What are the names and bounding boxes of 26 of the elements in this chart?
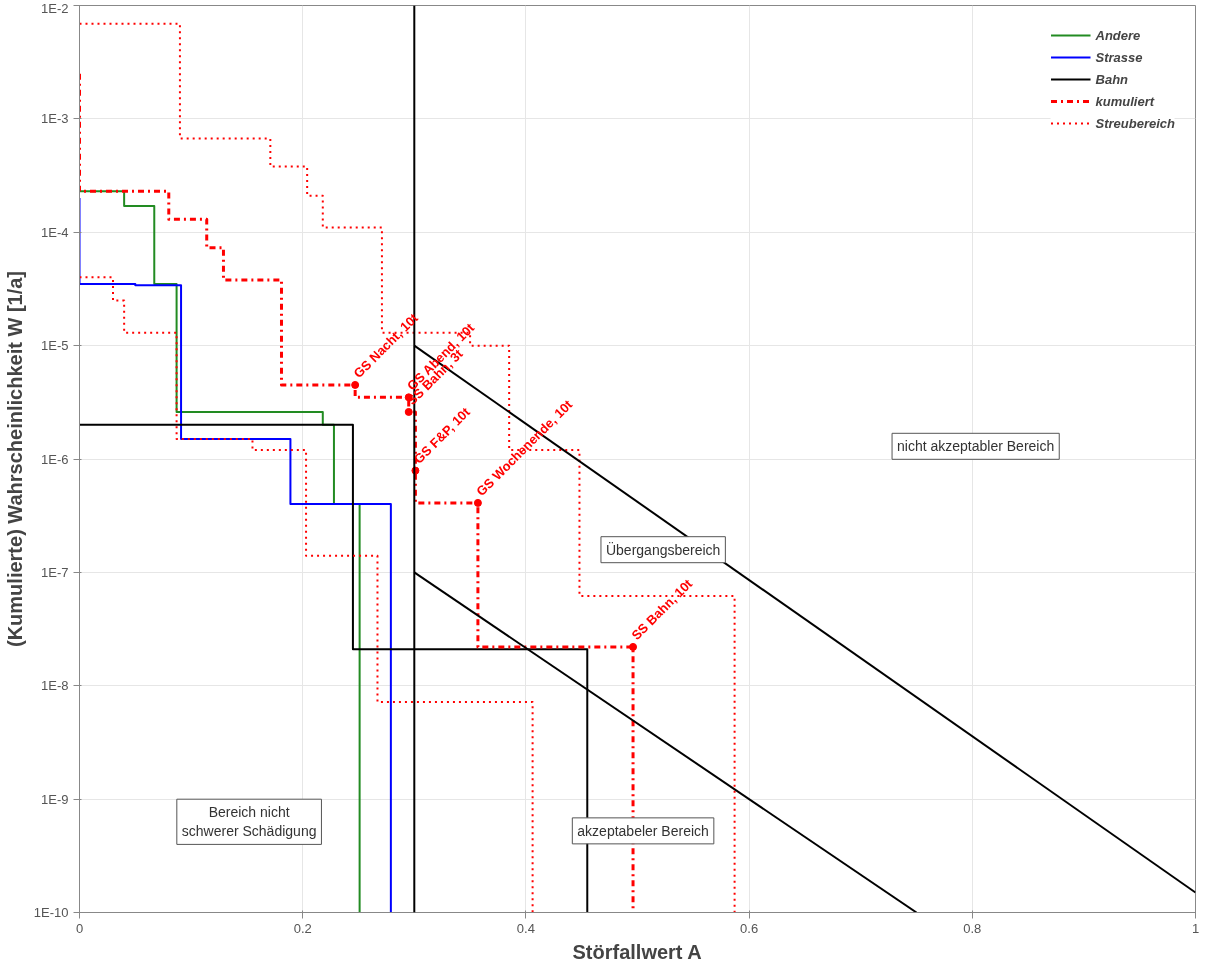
y-tick-label: 1E-9 (41, 791, 69, 807)
y-tick-label: 1E-8 (41, 678, 69, 694)
x-axis-title: Störfallwert A (572, 940, 702, 963)
legend-label: Andere (1095, 27, 1141, 43)
x-tick-label: 0.2 (293, 920, 312, 936)
annotation: nicht akzeptabler Bereich (897, 438, 1055, 455)
legend-label: Strasse (1095, 49, 1143, 65)
legend-label: kumuliert (1095, 93, 1155, 109)
y-tick-label: 1E-3 (41, 111, 69, 127)
x-tick-label: 1 (1191, 920, 1200, 936)
y-tick-label: 1E-4 (41, 224, 69, 240)
annotation: Bereich nicht schwerer Schädigung (181, 804, 317, 840)
y-tick-label: 1E-6 (41, 451, 69, 467)
y-axis-title: (Kumulierte) Wahrscheinlichkeit W [1/a] (3, 270, 26, 647)
y-tick-label: 1E-2 (41, 0, 69, 16)
x-tick-label: 0.4 (516, 920, 535, 936)
y-tick-label: 1E-5 (41, 338, 69, 354)
legend-label: Streubereich (1095, 115, 1175, 131)
x-tick-label: 0.8 (963, 920, 982, 936)
x-tick-label: 0.6 (740, 920, 759, 936)
x-tick-label: 0 (75, 920, 84, 936)
annotation: akzeptabeler Bereich (577, 822, 709, 839)
annotation: Übergangsbereich (605, 540, 721, 558)
y-tick-label: 1E-10 (33, 905, 69, 920)
legend-label: Bahn (1095, 71, 1129, 87)
y-tick-label: 1E-7 (41, 564, 69, 580)
